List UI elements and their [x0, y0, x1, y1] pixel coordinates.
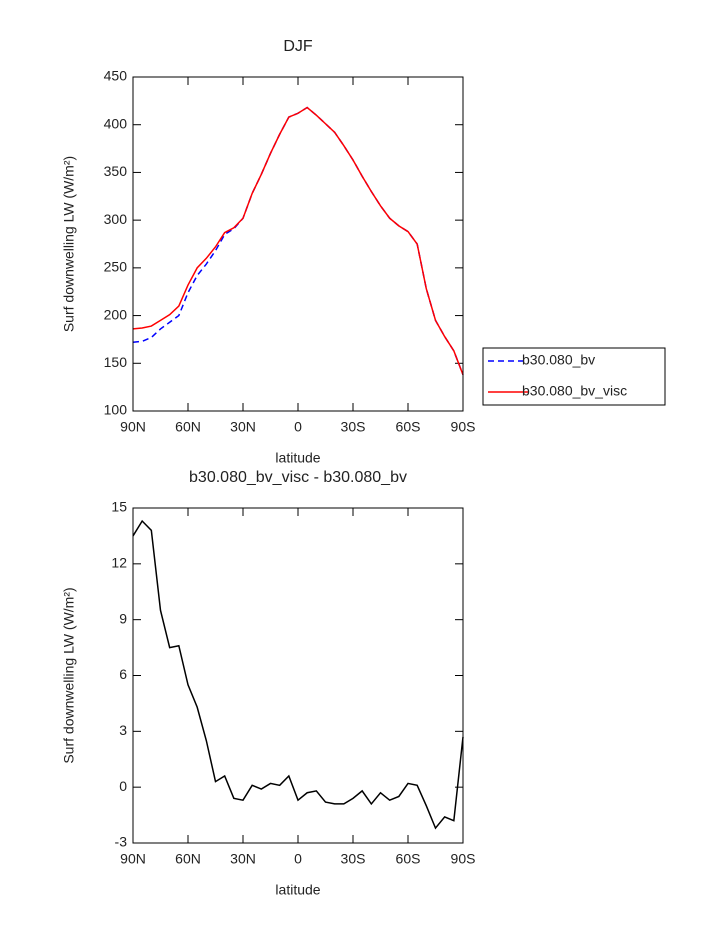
x-tick-label: 90N	[120, 851, 146, 867]
y-tick-label: 0	[119, 778, 127, 794]
data-line	[132, 106, 464, 376]
y-tick-label: 350	[104, 163, 128, 179]
y-tick-label: 9	[119, 610, 127, 626]
data-line	[132, 519, 464, 830]
plot-frame	[132, 507, 464, 844]
y-tick-label: -3	[115, 834, 128, 850]
chart-title: b30.080_bv_visc - b30.080_bv	[189, 469, 407, 486]
x-tick-label: 60N	[175, 851, 201, 867]
y-axis-label: Surf downwelling LW (W/m²)	[61, 587, 77, 763]
y-axis-label: Surf downwelling LW (W/m²)	[61, 156, 77, 332]
x-tick-label: 60S	[396, 851, 421, 867]
y-tick-label: 6	[119, 666, 127, 682]
x-tick-label: 90S	[451, 851, 476, 867]
legend-label: b30.080_bv_visc	[522, 383, 627, 399]
y-tick-label: 12	[111, 555, 127, 571]
x-tick-label: 30N	[230, 851, 256, 867]
x-tick-label: 30S	[341, 419, 366, 435]
y-tick-label: 250	[104, 259, 128, 275]
x-tick-label: 90N	[120, 419, 146, 435]
x-tick-label: 60S	[396, 419, 421, 435]
y-tick-label: 150	[104, 354, 128, 370]
x-tick-label: 0	[294, 419, 302, 435]
y-tick-label: 200	[104, 306, 128, 322]
x-tick-label: 60N	[175, 419, 201, 435]
plot-frame	[132, 76, 464, 412]
x-axis-label: latitude	[275, 450, 320, 466]
y-tick-label: 300	[104, 211, 128, 227]
y-tick-label: 450	[104, 68, 128, 84]
legend-label: b30.080_bv	[522, 352, 595, 368]
data-line	[132, 106, 464, 376]
x-tick-label: 0	[294, 851, 302, 867]
x-axis-label: latitude	[275, 882, 320, 898]
y-tick-label: 3	[119, 722, 127, 738]
y-tick-label: 15	[111, 499, 127, 515]
x-tick-label: 90S	[451, 419, 476, 435]
x-tick-label: 30N	[230, 419, 256, 435]
x-tick-label: 30S	[341, 851, 366, 867]
y-tick-label: 400	[104, 115, 128, 131]
chart-title: DJF	[283, 38, 313, 55]
y-tick-label: 100	[104, 402, 128, 418]
legend-box	[482, 347, 666, 406]
